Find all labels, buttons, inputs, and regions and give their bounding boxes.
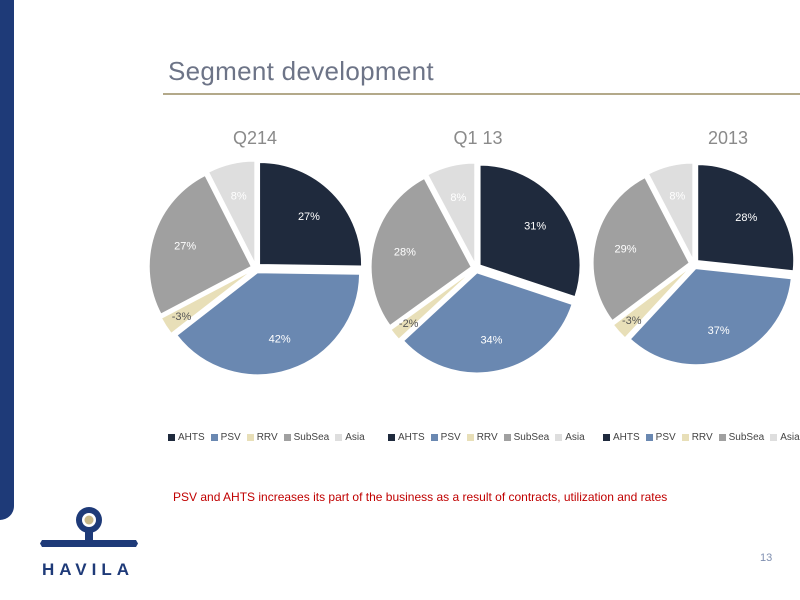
legend-item-rrv: RRV (681, 432, 713, 443)
chart-title-2013: 2013 (707, 128, 749, 148)
pie-label-2-subsea: 29% (614, 243, 636, 255)
legend-item-psv: PSV (210, 432, 241, 443)
pie-slice-1-subsea (370, 177, 472, 327)
pie-label-0-ahts: 27% (298, 211, 320, 223)
pie-label-2-psv: 37% (708, 325, 730, 337)
havila-logo-icon (40, 507, 138, 547)
legend-swatch (246, 434, 254, 441)
legend-label: SubSea (513, 432, 550, 443)
legend-label: RRV (256, 432, 278, 443)
legend-label: PSV (220, 432, 241, 443)
legend-label: Asia (345, 432, 365, 443)
slide-title: Segment development (168, 56, 434, 86)
legend-swatch (430, 434, 438, 441)
legend-swatch (466, 434, 474, 441)
pie-label-0-rrv: -3% (172, 311, 192, 323)
legend-label: AHTS (613, 432, 640, 443)
pie-slice-1-asia (427, 162, 476, 264)
pie-slice-0-asia (207, 160, 256, 264)
pie-slice-1-psv (402, 272, 573, 374)
slide-caption: PSV and AHTS increases its part of the b… (173, 490, 668, 504)
legend-item-asia: Asia (770, 432, 800, 443)
pie-slice-2-rrv (612, 266, 691, 339)
legend-label: Asia (780, 432, 800, 443)
logo-text: HAVILA (42, 560, 135, 579)
chart-title-q214: Q214 (232, 128, 278, 148)
pie-label-2-ahts: 28% (735, 212, 757, 224)
pie-slice-0-subsea (148, 174, 252, 315)
left-accent-bar (0, 0, 14, 520)
legend-swatch (555, 434, 563, 441)
legend-swatch (283, 434, 291, 441)
legend-2013: AHTS PSV RRV SubSea Asia (603, 432, 800, 443)
legend-swatch (335, 434, 343, 441)
pie-label-1-ahts: 31% (524, 220, 546, 232)
pie-slice-0-psv (176, 272, 361, 376)
legend-swatch (503, 434, 511, 441)
legend-item-subsea: SubSea (283, 432, 330, 443)
chart-title-q113: Q1 13 (453, 128, 503, 148)
pie-label-0-subsea: 27% (174, 240, 196, 252)
pie-slice-2-subsea (592, 177, 690, 322)
legend-label: PSV (440, 432, 461, 443)
pie-label-2-rrv: -3% (622, 315, 642, 327)
title-divider (163, 93, 800, 95)
pie-charts: 27% 42% -3% 27% 8% 31% 34% -2% 28% 8% 28% 37% -3% 29%… (148, 160, 795, 376)
legend-item-subsea: SubSea (718, 432, 765, 443)
legend-swatch (718, 434, 726, 441)
legend-label: SubSea (728, 432, 765, 443)
legend-item-psv: PSV (645, 432, 676, 443)
legend-item-ahts: AHTS (603, 432, 640, 443)
legend-item-psv: PSV (430, 432, 461, 443)
legend-swatch (645, 434, 653, 441)
pie-label-0-psv: 42% (269, 334, 291, 346)
pie-slice-2-psv (629, 268, 792, 366)
legend-label: RRV (691, 432, 713, 443)
legend-item-ahts: AHTS (168, 432, 205, 443)
pie-slice-1-rrv (390, 270, 473, 340)
legend-label: SubSea (293, 432, 330, 443)
legend-swatch (603, 434, 610, 441)
page-number: 13 (760, 552, 773, 564)
legend-swatch (168, 434, 175, 441)
legend-item-asia: Asia (335, 432, 365, 443)
pie-label-1-subsea: 28% (394, 246, 416, 258)
legend-label: AHTS (178, 432, 205, 443)
legend-q113: AHTS PSV RRV SubSea Asia (388, 432, 591, 443)
pie-slice-2-ahts (697, 164, 795, 272)
legend-swatch (388, 434, 395, 441)
legend-label: PSV (655, 432, 676, 443)
pie-label-1-asia: 8% (450, 192, 466, 204)
legend-swatch (770, 434, 778, 441)
legend-item-subsea: SubSea (503, 432, 550, 443)
legend-label: RRV (476, 432, 498, 443)
legend-item-rrv: RRV (246, 432, 278, 443)
legend-label: AHTS (398, 432, 425, 443)
legend-swatch (681, 434, 689, 441)
pie-slice-0-rrv (160, 270, 253, 334)
pie-slice-2-asia (647, 162, 694, 260)
pie-slice-1-ahts (479, 164, 581, 298)
legend-label: Asia (565, 432, 585, 443)
legend-q214: AHTS PSV RRV SubSea Asia (168, 432, 371, 443)
legend-item-ahts: AHTS (388, 432, 425, 443)
pie-label-1-rrv: -2% (399, 318, 419, 330)
legend-swatch (210, 434, 218, 441)
pie-slice-0-ahts (259, 161, 363, 267)
pie-label-0-asia: 8% (231, 191, 247, 203)
legend-item-asia: Asia (555, 432, 585, 443)
pie-label-2-asia: 8% (669, 191, 685, 203)
pie-label-1-psv: 34% (480, 334, 502, 346)
legend-item-rrv: RRV (466, 432, 498, 443)
